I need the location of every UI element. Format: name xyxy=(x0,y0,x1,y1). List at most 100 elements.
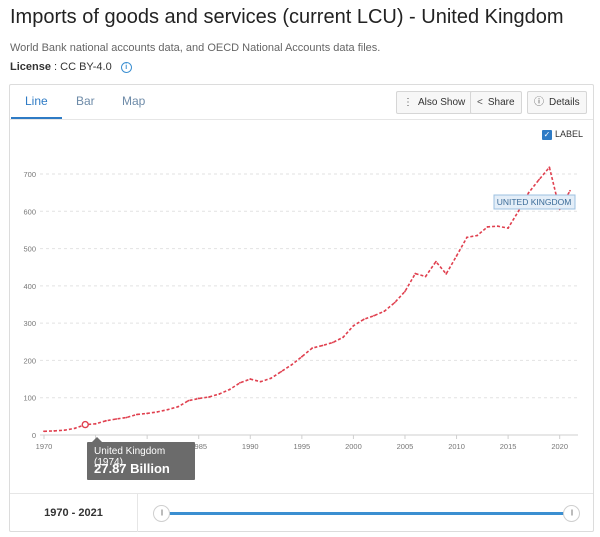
data-point[interactable] xyxy=(538,178,540,181)
series-line-united-kingdom xyxy=(43,165,571,433)
details-button[interactable]: ⓘ Details xyxy=(527,91,587,114)
data-point[interactable] xyxy=(218,393,221,395)
data-point[interactable] xyxy=(393,301,396,304)
license-row: License : CC BY-4.0 i xyxy=(10,61,132,73)
data-point[interactable] xyxy=(517,210,520,213)
data-point[interactable] xyxy=(53,429,56,432)
data-point[interactable] xyxy=(331,341,334,344)
x-tick-label: 2005 xyxy=(397,442,414,451)
x-tick-label: 1985 xyxy=(190,442,207,451)
data-point[interactable] xyxy=(445,273,448,275)
range-start-handle[interactable]: ||| xyxy=(153,505,170,522)
data-point[interactable] xyxy=(300,355,303,358)
data-point[interactable] xyxy=(486,226,489,228)
data-point[interactable] xyxy=(197,397,200,400)
x-tick-label: 2010 xyxy=(448,442,465,451)
data-point[interactable] xyxy=(373,314,375,317)
tooltip-series: United Kingdom (1974) xyxy=(94,446,166,468)
data-point[interactable] xyxy=(404,290,406,293)
page-title: Imports of goods and services (current L… xyxy=(10,6,564,28)
data-point[interactable] xyxy=(280,370,283,373)
y-tick-label: 0 xyxy=(32,431,36,440)
data-point[interactable] xyxy=(125,416,128,419)
data-point[interactable] xyxy=(527,191,530,194)
data-point[interactable] xyxy=(228,388,231,391)
data-point[interactable] xyxy=(290,364,293,366)
data-point[interactable] xyxy=(507,227,510,229)
license-label: License xyxy=(10,61,51,73)
label-checkbox[interactable]: ✓ xyxy=(542,129,552,140)
data-point[interactable] xyxy=(156,410,159,413)
data-point[interactable] xyxy=(476,234,479,237)
data-point[interactable] xyxy=(362,318,365,321)
data-point[interactable] xyxy=(177,405,179,408)
tab-map[interactable]: Map xyxy=(122,94,146,108)
series-label-text: UNITED KINGDOM xyxy=(497,197,572,207)
range-end-handle[interactable]: ||| xyxy=(563,505,580,522)
vertical-dots-icon: ⋮ xyxy=(403,97,413,108)
x-tick-label: 2015 xyxy=(500,442,517,451)
data-point[interactable] xyxy=(43,430,45,433)
x-tick-label: 2000 xyxy=(345,442,362,451)
data-point[interactable] xyxy=(342,336,344,339)
data-tooltip: United Kingdom (1974) 27.87 Billion xyxy=(87,437,195,480)
tab-bar[interactable]: Bar xyxy=(76,94,95,108)
data-point[interactable] xyxy=(496,225,499,228)
data-point[interactable] xyxy=(135,413,138,416)
data-point[interactable] xyxy=(239,381,241,384)
data-point[interactable] xyxy=(569,189,571,192)
data-point[interactable] xyxy=(259,380,262,383)
data-point[interactable] xyxy=(187,399,190,402)
data-point[interactable] xyxy=(63,429,66,432)
details-label: Details xyxy=(549,97,580,108)
also-show-button[interactable]: ⋮ Also Show xyxy=(396,91,473,114)
x-tick-label: 1990 xyxy=(242,442,259,451)
info-icon[interactable]: i xyxy=(120,61,132,73)
highlight-point[interactable] xyxy=(81,420,89,429)
range-footer: 1970 - 2021 ||| ||| xyxy=(10,493,593,532)
data-point[interactable] xyxy=(352,324,355,327)
data-point[interactable] xyxy=(435,260,437,263)
y-tick-label: 300 xyxy=(23,319,36,328)
tab-line[interactable]: Line xyxy=(25,94,48,108)
y-tick-label: 600 xyxy=(23,207,36,216)
license-value: : CC BY-4.0 xyxy=(54,61,112,73)
view-tabs: Line Bar Map ⋮ Also Show < Share ⓘ Details xyxy=(10,85,593,120)
label-toggle-text: LABEL xyxy=(555,129,584,139)
y-tick-label: 700 xyxy=(23,170,36,179)
tooltip-value: 27.87 Billion xyxy=(94,461,170,476)
year-range-track[interactable] xyxy=(169,512,575,515)
year-range-label: 1970 - 2021 xyxy=(10,494,138,532)
share-button[interactable]: < Share xyxy=(470,91,522,114)
y-tick-label: 400 xyxy=(23,282,36,291)
data-point[interactable] xyxy=(74,427,76,430)
data-point[interactable] xyxy=(208,396,210,398)
series-label: UNITED KINGDOM xyxy=(493,194,576,210)
source-note: World Bank national accounts data, and O… xyxy=(10,42,381,54)
active-tab-indicator xyxy=(11,117,62,119)
x-tick-label: 2020 xyxy=(551,442,568,451)
data-point[interactable] xyxy=(166,408,169,411)
data-point[interactable] xyxy=(548,166,551,169)
data-point[interactable] xyxy=(311,347,314,350)
also-show-label: Also Show xyxy=(418,97,466,108)
y-tick-label: 200 xyxy=(23,356,36,365)
share-icon: < xyxy=(477,97,483,108)
data-point[interactable] xyxy=(321,344,324,347)
data-point[interactable] xyxy=(455,255,458,257)
x-tick-label: 1995 xyxy=(293,442,310,451)
data-point[interactable] xyxy=(104,419,107,422)
data-point[interactable] xyxy=(94,422,97,425)
y-tick-label: 100 xyxy=(23,394,36,403)
data-point[interactable] xyxy=(414,272,417,275)
data-point[interactable] xyxy=(465,236,468,239)
x-tick-label: 1970 xyxy=(36,442,53,451)
data-point[interactable] xyxy=(249,378,252,380)
data-point[interactable] xyxy=(146,412,149,415)
y-tick-label: 500 xyxy=(23,245,36,254)
data-point[interactable] xyxy=(424,275,427,278)
label-toggle[interactable]: ✓ LABEL xyxy=(542,129,583,140)
data-point[interactable] xyxy=(383,310,386,313)
data-point[interactable] xyxy=(115,418,118,420)
data-point[interactable] xyxy=(270,377,272,380)
